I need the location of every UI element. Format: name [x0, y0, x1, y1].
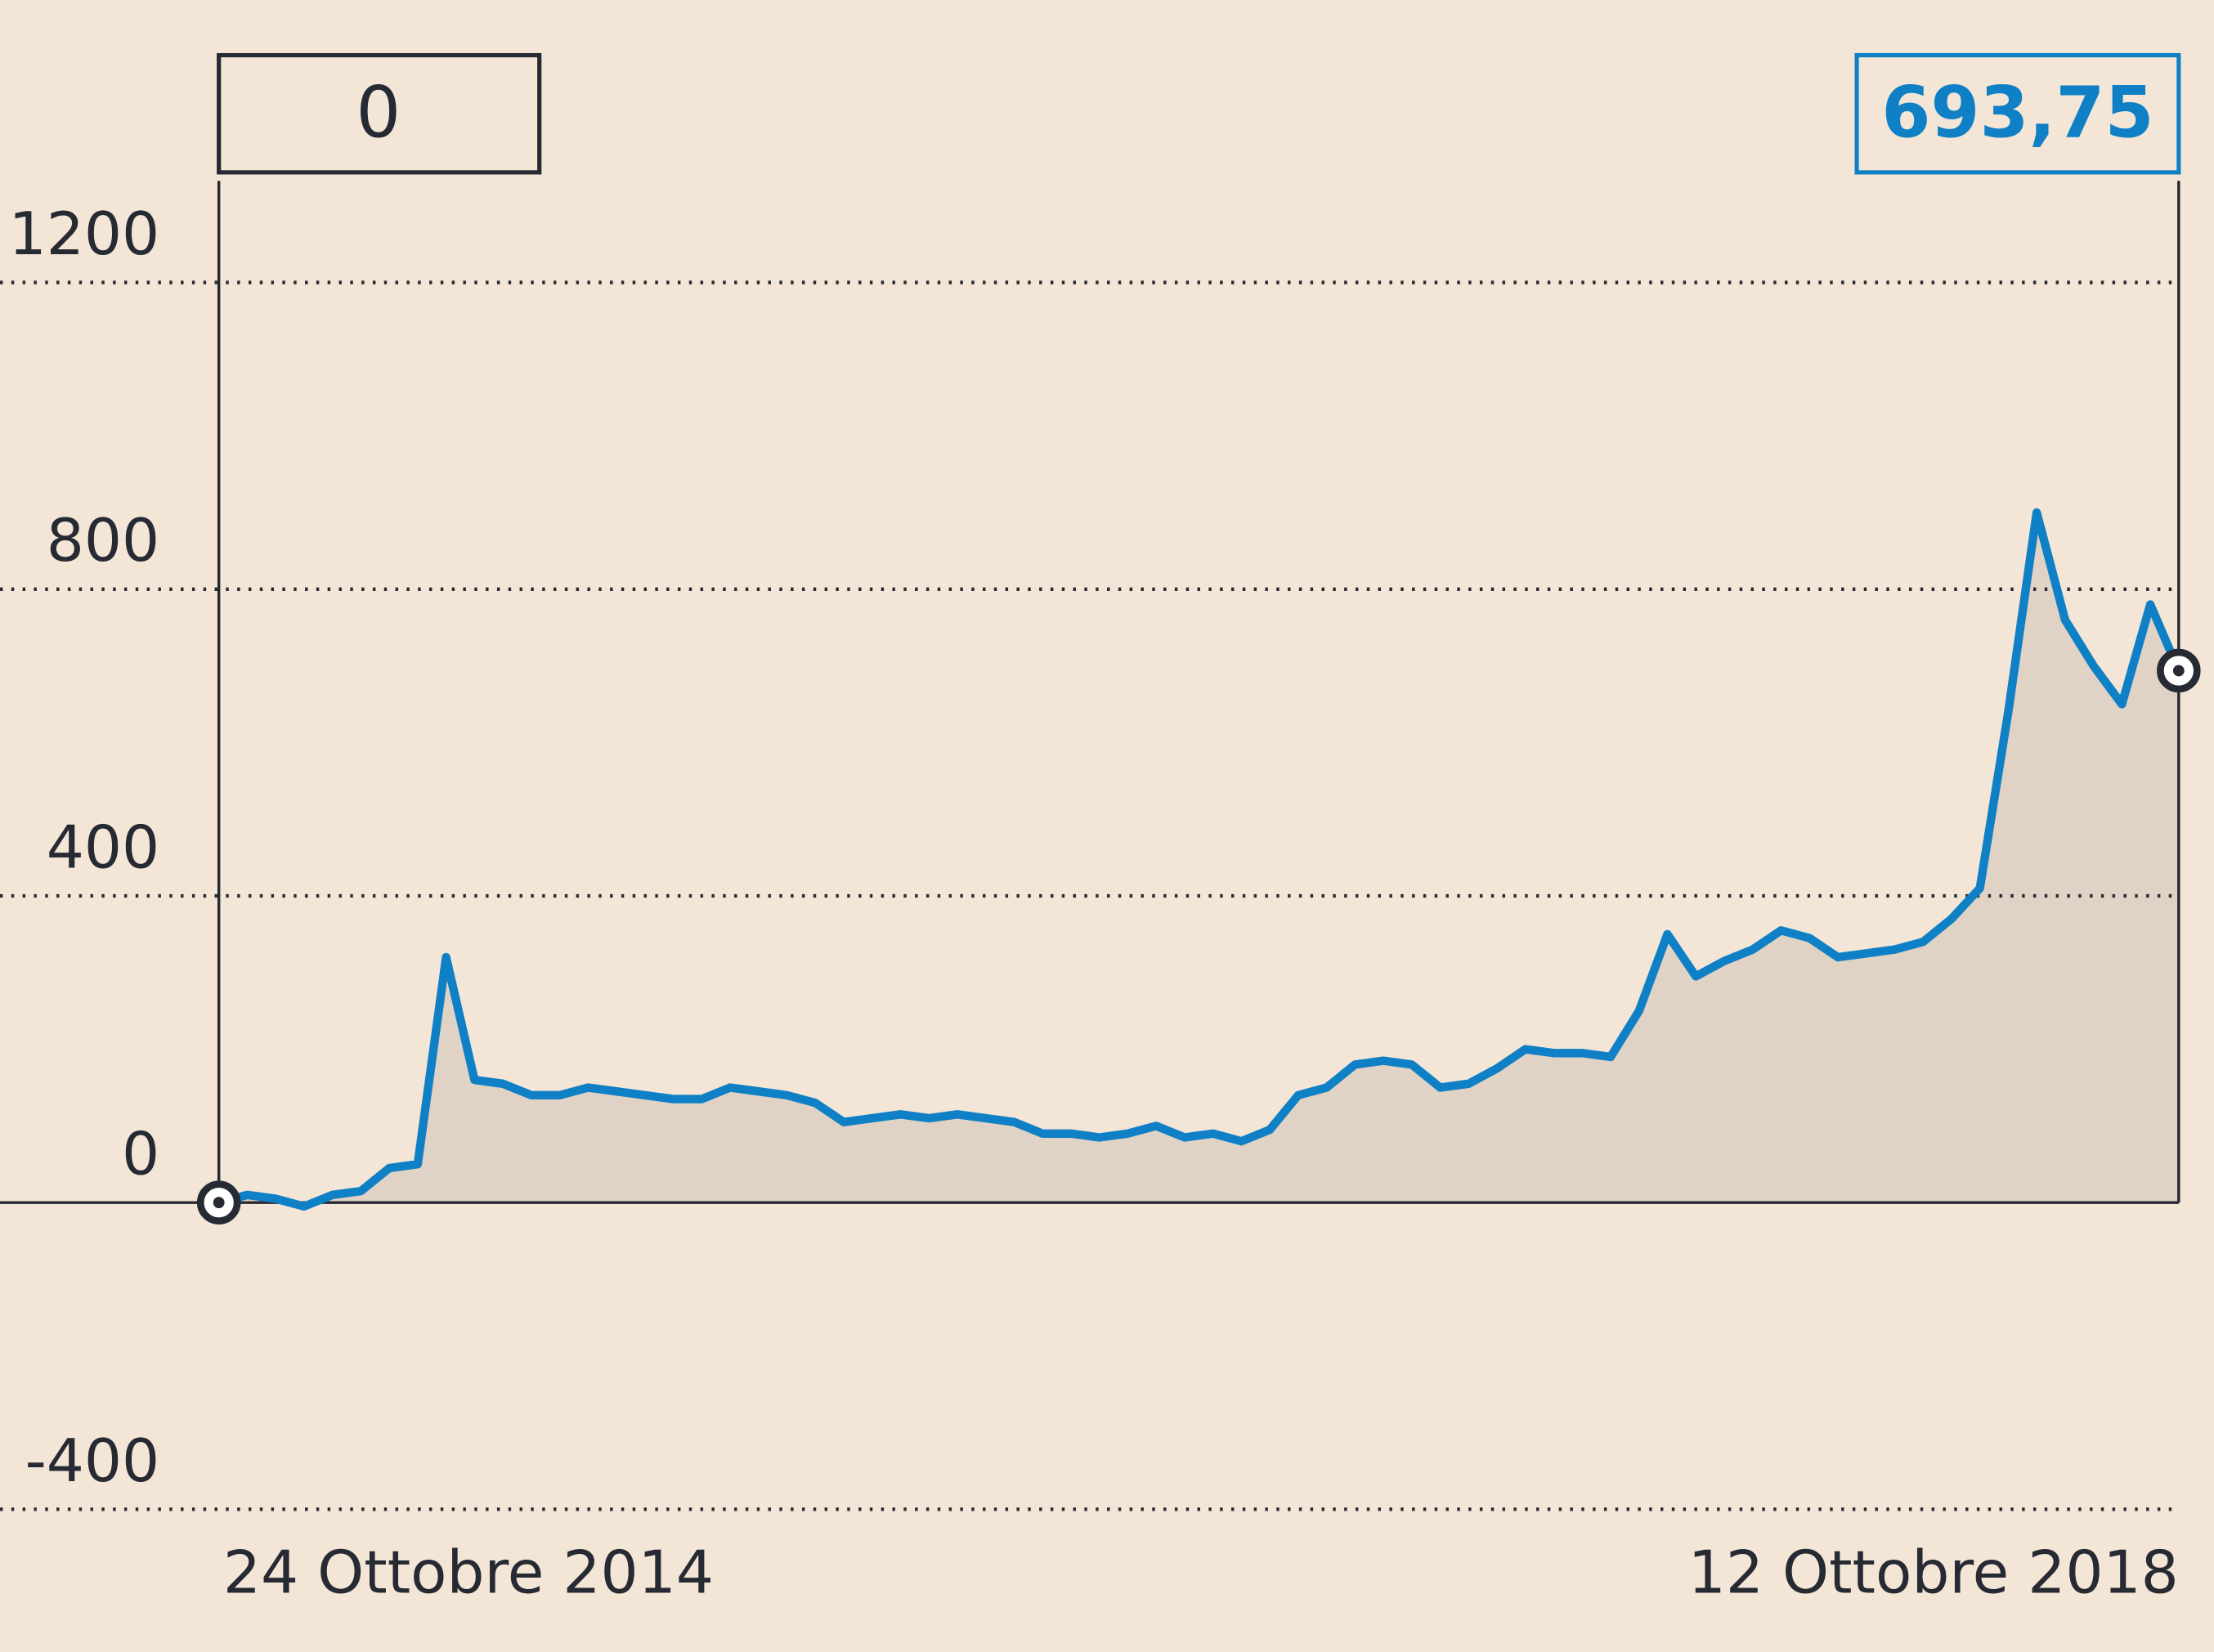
line: [217, 508, 2183, 1211]
end-date: 12 Ottobre 2018: [1688, 1538, 2179, 1607]
y-tick-label: 400: [47, 813, 159, 882]
end-value: 693,75: [1881, 73, 2153, 154]
end-point-dot: [2172, 665, 2185, 677]
y-tick-label: 800: [47, 507, 159, 575]
end-box: [1854, 52, 2181, 175]
y-tick-label: 1200: [9, 200, 160, 269]
area: [218, 512, 2179, 1207]
start-value: 0: [356, 73, 401, 154]
end-point-dot: [213, 1197, 225, 1209]
start-date: 24 Ottobre 2014: [223, 1538, 714, 1607]
y-tick-label: -400: [25, 1427, 160, 1496]
y-tick-label: 0: [122, 1121, 159, 1189]
start-box: [217, 52, 542, 175]
